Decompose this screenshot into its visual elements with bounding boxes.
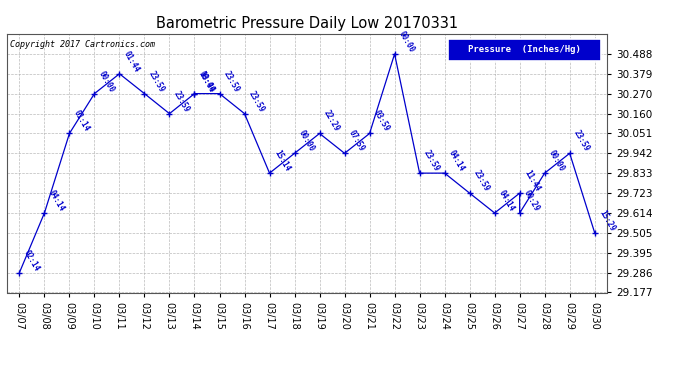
Text: 23:59: 23:59 <box>572 129 591 153</box>
Text: 01:44: 01:44 <box>122 49 141 74</box>
Text: 23:59: 23:59 <box>472 169 491 193</box>
Text: 02:14: 02:14 <box>22 248 41 273</box>
Text: 00:00: 00:00 <box>547 148 566 173</box>
Text: 00:00: 00:00 <box>297 129 317 153</box>
Text: Copyright 2017 Cartronics.com: Copyright 2017 Cartronics.com <box>10 40 155 49</box>
Text: Pressure  (Inches/Hg): Pressure (Inches/Hg) <box>469 45 581 54</box>
Text: 23:59: 23:59 <box>222 69 242 94</box>
Title: Barometric Pressure Daily Low 20170331: Barometric Pressure Daily Low 20170331 <box>156 16 458 31</box>
Text: 00:00: 00:00 <box>197 69 217 94</box>
Text: 03:59: 03:59 <box>372 109 391 134</box>
Text: 22:29: 22:29 <box>322 109 342 134</box>
Text: 01:14: 01:14 <box>72 109 91 134</box>
Text: 07:59: 07:59 <box>347 129 366 153</box>
Text: 04:14: 04:14 <box>497 189 517 213</box>
Text: 15:14: 15:14 <box>272 148 291 173</box>
Text: 23:59: 23:59 <box>422 148 442 173</box>
Text: 00:00: 00:00 <box>97 69 117 94</box>
Text: 04:14: 04:14 <box>447 148 466 173</box>
Text: 13:44: 13:44 <box>197 69 217 94</box>
Text: 00:29: 00:29 <box>522 189 542 213</box>
Text: 23:59: 23:59 <box>247 89 266 114</box>
Text: 23:59: 23:59 <box>147 69 166 94</box>
Bar <box>448 39 601 61</box>
Text: 11:44: 11:44 <box>522 169 542 193</box>
Text: 00:00: 00:00 <box>397 29 417 54</box>
Text: 23:59: 23:59 <box>172 89 191 114</box>
Text: 15:29: 15:29 <box>598 208 617 233</box>
Text: 04:14: 04:14 <box>47 189 66 213</box>
